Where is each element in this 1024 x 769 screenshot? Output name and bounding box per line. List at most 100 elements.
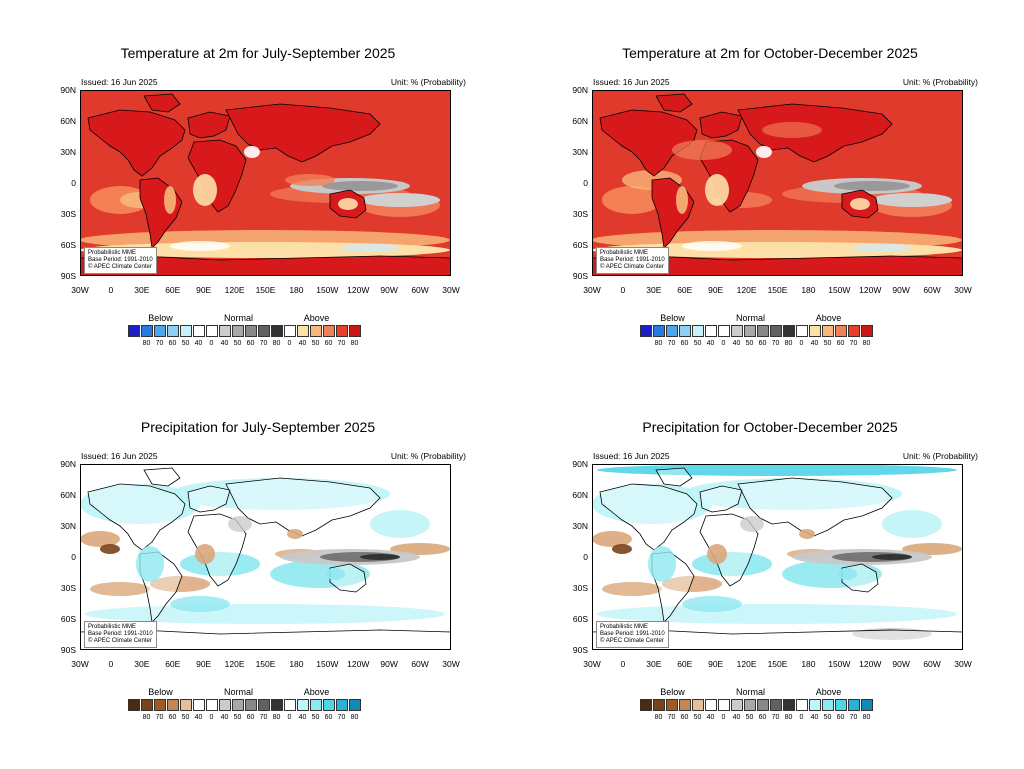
legend-above-label: Above (815, 687, 842, 697)
lon-tick-label: 30W (71, 659, 89, 669)
legend-swatch (809, 699, 821, 711)
legend-swatch (705, 699, 717, 711)
info-box: Probabilistic MME Base Period: 1991-2010… (596, 247, 669, 274)
lon-tick-label: 60E (165, 659, 181, 669)
lat-tick-label: 30S (572, 209, 588, 219)
legend-swatch (757, 699, 769, 711)
probability-map (80, 90, 451, 276)
legend-swatch (744, 699, 756, 711)
lat-tick-label: 90N (60, 459, 76, 469)
legend-swatch (640, 699, 652, 711)
lat-tick-label: 90S (60, 645, 76, 655)
legend-swatch (141, 699, 153, 711)
lon-tick-label: 30W (954, 285, 972, 295)
europe-landmass (699, 111, 743, 139)
legend-number: 70 (849, 340, 858, 347)
lat-tick-label: 60N (60, 116, 76, 126)
legend-number: 60 (168, 714, 177, 721)
lon-tick-label: 30E (134, 285, 150, 295)
legend-swatch (258, 325, 270, 337)
legend-swatch (796, 699, 808, 711)
lat-tick-label: 60S (60, 614, 76, 624)
legend-number: 70 (259, 714, 268, 721)
info-line-1: Probabilistic MME (600, 624, 649, 630)
legend: 80 70 60 50 40 0 40 50 60 70 80 0 40 50 60 70 80 Below Nor… (640, 313, 920, 353)
lon-tick-label: 0 (620, 285, 626, 295)
legend-swatch (692, 699, 704, 711)
info-line-1: Probabilistic MME (88, 250, 137, 256)
legend-swatch (219, 325, 231, 337)
lon-tick-label: 90W (892, 285, 910, 295)
legend-swatch (783, 699, 795, 711)
legend-swatch (271, 325, 283, 337)
legend-number: 60 (680, 714, 689, 721)
legend-number: 40 (706, 714, 715, 721)
legend-swatch (284, 325, 296, 337)
legend-number: 60 (324, 340, 333, 347)
panel-title: Precipitation for October-December 2025 (642, 419, 898, 435)
legend-swatch (258, 699, 270, 711)
lat-tick-label: 0 (71, 178, 76, 188)
legend-swatch (180, 699, 192, 711)
legend-above-label: Above (815, 313, 842, 323)
lon-tick-label: 150E (767, 659, 788, 669)
info-line-3: © APEC Climate Center (600, 264, 664, 270)
lon-tick-label: 120E (736, 659, 757, 669)
info-line-3: © APEC Climate Center (88, 264, 152, 270)
legend-number: 60 (324, 714, 333, 721)
info-line-2: Base Period: 1991-2010 (88, 257, 153, 263)
legend-number: 70 (155, 340, 164, 347)
legend-swatch (640, 325, 652, 337)
legend-number: 0 (209, 340, 214, 347)
legend-number: 50 (311, 340, 320, 347)
issued-date: Issued: 16 Jun 2025 (81, 451, 158, 461)
legend-swatch (666, 699, 678, 711)
legend-swatch (206, 325, 218, 337)
europe-landmass (187, 485, 231, 513)
panel-temp-jas: Temperature at 2m for July-September 202… (48, 45, 468, 365)
legend-swatch (180, 325, 192, 337)
lon-tick-label: 30W (583, 285, 601, 295)
legend-number: 50 (693, 714, 702, 721)
legend-swatch (679, 325, 691, 337)
legend-swatch (271, 699, 283, 711)
panel-title: Temperature at 2m for July-September 202… (120, 45, 396, 61)
legend-number: 70 (337, 340, 346, 347)
legend-number: 60 (758, 714, 767, 721)
lat-tick-label: 0 (583, 178, 588, 188)
legend-swatch (796, 325, 808, 337)
legend-number: 60 (836, 340, 845, 347)
legend-number: 70 (849, 714, 858, 721)
legend-swatch (770, 699, 782, 711)
legend-number: 0 (799, 714, 804, 721)
legend-number: 50 (233, 714, 242, 721)
legend-swatch (167, 699, 179, 711)
lon-tick-label: 30W (71, 285, 89, 295)
lon-tick-label: 0 (108, 285, 114, 295)
map-svg (80, 90, 451, 276)
legend-number: 40 (732, 340, 741, 347)
asia-landmass (737, 477, 893, 537)
legend-number: 0 (799, 340, 804, 347)
legend-swatch (731, 325, 743, 337)
legend-above-label: Above (303, 687, 330, 697)
legend-below-label: Below (148, 687, 173, 697)
lon-tick-label: 30E (646, 659, 662, 669)
legend-number: 0 (721, 340, 726, 347)
legend-swatch (154, 325, 166, 337)
legend-swatch (193, 325, 205, 337)
legend-swatch (141, 325, 153, 337)
legend-normal-label: Normal (735, 313, 765, 323)
legend-normal-label: Normal (223, 687, 253, 697)
lat-tick-label: 60S (60, 240, 76, 250)
legend-swatch (167, 325, 179, 337)
legend-number: 70 (155, 714, 164, 721)
probability-map (592, 90, 963, 276)
europe-landmass (187, 111, 231, 139)
legend-swatch (232, 325, 244, 337)
legend-swatch (653, 699, 665, 711)
info-line-2: Base Period: 1991-2010 (600, 631, 665, 637)
lat-tick-label: 0 (71, 552, 76, 562)
lat-tick-label: 60N (572, 490, 588, 500)
panel-precip-ond: Precipitation for October-December 2025 … (560, 419, 980, 739)
